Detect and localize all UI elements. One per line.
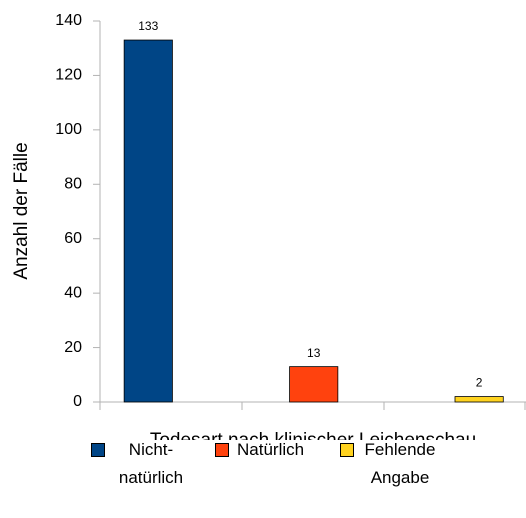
legend-item: Natürlich — [215, 440, 304, 464]
y-tick-label: 20 — [64, 339, 82, 356]
x-axis-title: Todesart nach klinischer Leichenschau — [150, 430, 476, 440]
bar — [123, 39, 173, 403]
legend-swatch — [340, 443, 354, 457]
y-tick-label: 140 — [55, 12, 82, 29]
y-tick-label: 40 — [64, 284, 82, 301]
y-tick-label: 60 — [64, 230, 82, 247]
legend-item: Fehlende Angabe — [340, 440, 438, 492]
legend-label: Fehlende Angabe — [364, 440, 436, 487]
chart: Anzahl der Fälle Todesart nach klinische… — [11, 12, 526, 440]
y-axis-title: Anzahl der Fälle — [11, 142, 32, 279]
legend-label: Natürlich — [237, 440, 305, 459]
y-tick-label: 0 — [73, 393, 82, 410]
y-tick-label: 80 — [64, 176, 82, 193]
legend-item: Nicht-natürlich — [91, 440, 189, 492]
legend: Nicht-natürlich Natürlich Fehlende Angabe — [0, 440, 526, 518]
bar — [454, 396, 504, 403]
y-tick-label: 100 — [55, 121, 82, 138]
value-label: 2 — [476, 376, 483, 390]
value-label: 133 — [138, 19, 158, 33]
legend-label: Nicht-natürlich — [118, 440, 184, 487]
legend-swatch — [91, 443, 105, 457]
y-tick-label: 120 — [55, 67, 82, 84]
legend-swatch — [215, 443, 229, 457]
value-label: 13 — [307, 346, 321, 360]
bar — [289, 366, 339, 403]
